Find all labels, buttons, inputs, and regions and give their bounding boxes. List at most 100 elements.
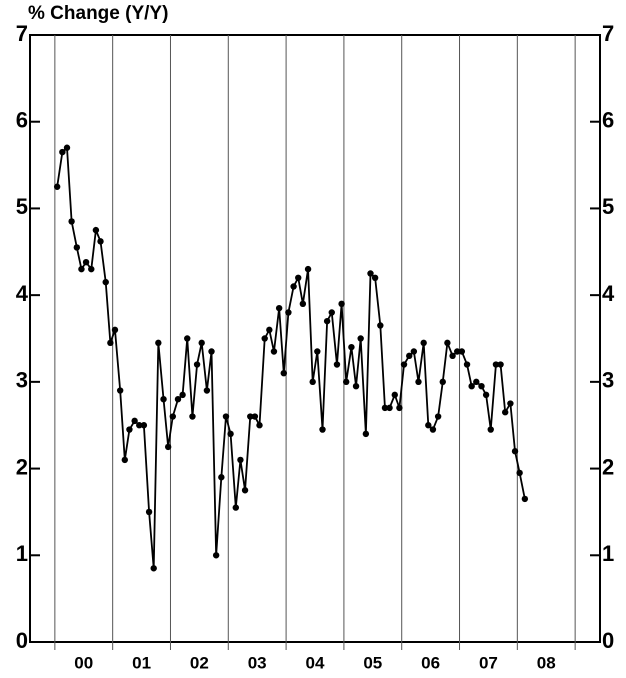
x-tick-label: 04 — [306, 653, 325, 672]
x-tick-label: 03 — [248, 653, 267, 672]
y-tick-label: 4 — [16, 281, 29, 306]
point — [406, 352, 413, 360]
point — [59, 148, 66, 156]
point — [434, 413, 442, 420]
point — [410, 348, 418, 355]
point — [68, 218, 75, 225]
point — [285, 309, 292, 316]
point — [348, 343, 355, 351]
point — [218, 474, 225, 481]
point — [501, 409, 509, 416]
point — [222, 413, 230, 420]
chart-title: % Change (Y/Y) — [28, 3, 168, 24]
point — [323, 317, 331, 325]
point — [521, 495, 529, 503]
point — [338, 300, 345, 308]
point — [131, 417, 138, 425]
x-tick-label: 01 — [132, 653, 151, 672]
point — [88, 265, 95, 273]
y2-tick-label: 3 — [602, 368, 614, 393]
point — [371, 274, 379, 281]
point — [145, 508, 153, 516]
point — [203, 387, 211, 394]
point — [261, 335, 268, 342]
point — [290, 283, 297, 290]
point — [319, 426, 326, 433]
point — [458, 348, 466, 355]
point — [473, 378, 480, 386]
point — [328, 309, 335, 316]
point — [295, 274, 302, 281]
point — [454, 348, 461, 355]
point — [516, 469, 523, 477]
point — [280, 369, 287, 377]
point — [78, 265, 85, 273]
point — [507, 400, 514, 407]
point — [241, 487, 249, 494]
point — [256, 422, 263, 429]
point — [169, 413, 176, 420]
x-tick-label: 08 — [537, 653, 556, 672]
point — [439, 378, 446, 386]
point — [270, 348, 278, 355]
point — [107, 339, 114, 347]
point — [121, 456, 129, 464]
y2-tick-label: 1 — [602, 541, 614, 566]
x-tick-label: 05 — [363, 653, 382, 672]
point — [420, 339, 427, 347]
point — [198, 339, 205, 347]
point — [179, 391, 186, 399]
point — [92, 226, 100, 234]
point — [155, 339, 162, 347]
point — [478, 382, 485, 390]
y-tick-label: 5 — [16, 194, 28, 219]
point — [377, 322, 384, 329]
point — [357, 335, 364, 342]
point — [174, 396, 182, 403]
point — [362, 430, 370, 438]
y-tick-label: 6 — [16, 108, 28, 133]
point — [136, 422, 143, 429]
point — [511, 448, 519, 455]
point — [367, 270, 374, 277]
point — [492, 361, 500, 368]
point — [97, 238, 104, 245]
point — [352, 382, 360, 390]
point — [468, 382, 475, 390]
point — [482, 391, 490, 399]
point — [102, 278, 109, 286]
x-tick-label: 06 — [421, 653, 440, 672]
point — [444, 339, 451, 347]
point — [386, 404, 393, 412]
point — [497, 361, 504, 368]
point — [266, 326, 273, 334]
point — [314, 348, 321, 355]
x-tick-label: 02 — [190, 653, 209, 672]
point — [212, 552, 220, 559]
y-tick-label: 1 — [16, 541, 28, 566]
point — [160, 396, 167, 403]
y-tick-label: 3 — [16, 368, 28, 393]
point — [333, 361, 341, 368]
point — [140, 422, 148, 429]
point — [53, 183, 61, 190]
y-tick-label: 0 — [16, 628, 28, 653]
y2-tick-label: 0 — [602, 628, 614, 653]
y2-tick-label: 2 — [602, 454, 614, 479]
point — [415, 378, 422, 386]
point — [487, 426, 494, 433]
point — [247, 413, 254, 420]
y-tick-label: 2 — [16, 454, 28, 479]
point — [82, 258, 90, 266]
point — [208, 348, 215, 355]
point — [309, 378, 316, 386]
point — [275, 304, 283, 312]
point — [381, 404, 389, 412]
point — [299, 300, 307, 308]
point — [227, 430, 234, 438]
plot-frame — [29, 34, 601, 643]
y-tick-label: 7 — [16, 21, 28, 46]
point — [304, 265, 312, 273]
point — [111, 326, 119, 334]
point — [429, 426, 437, 433]
